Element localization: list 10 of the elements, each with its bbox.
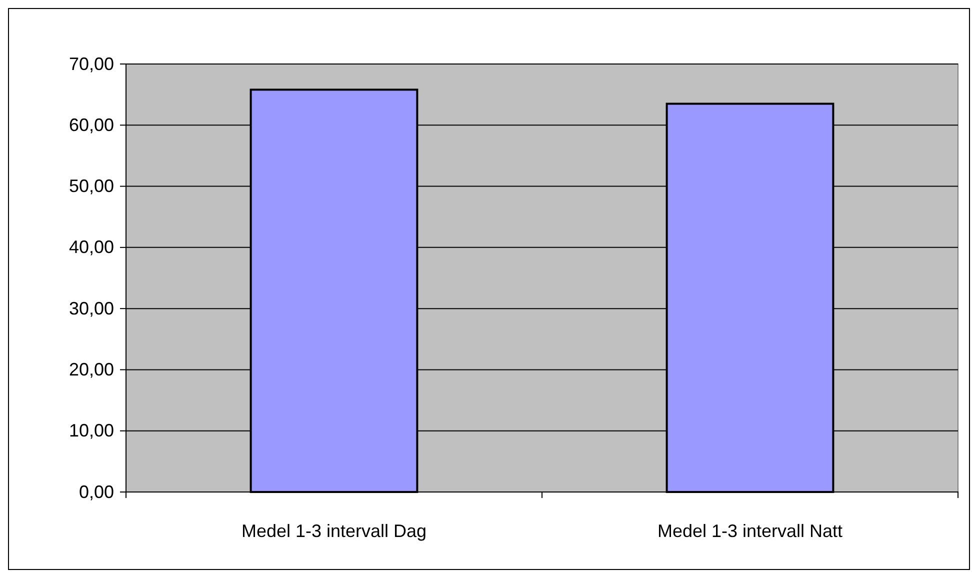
y-tick-label: 30,00 (68, 298, 114, 318)
y-tick-label: 0,00 (78, 482, 114, 502)
y-tick-label: 20,00 (68, 359, 114, 380)
y-tick-label: 40,00 (68, 237, 114, 258)
x-tick-label: Medel 1-3 intervall Dag (241, 521, 427, 541)
y-tick-label: 10,00 (68, 420, 114, 441)
y-tick-label: 70,00 (68, 54, 114, 74)
x-tick-label: Medel 1-3 intervall Natt (657, 521, 843, 541)
y-tick-label: 50,00 (68, 176, 114, 196)
y-tick-label: 60,00 (68, 114, 114, 135)
